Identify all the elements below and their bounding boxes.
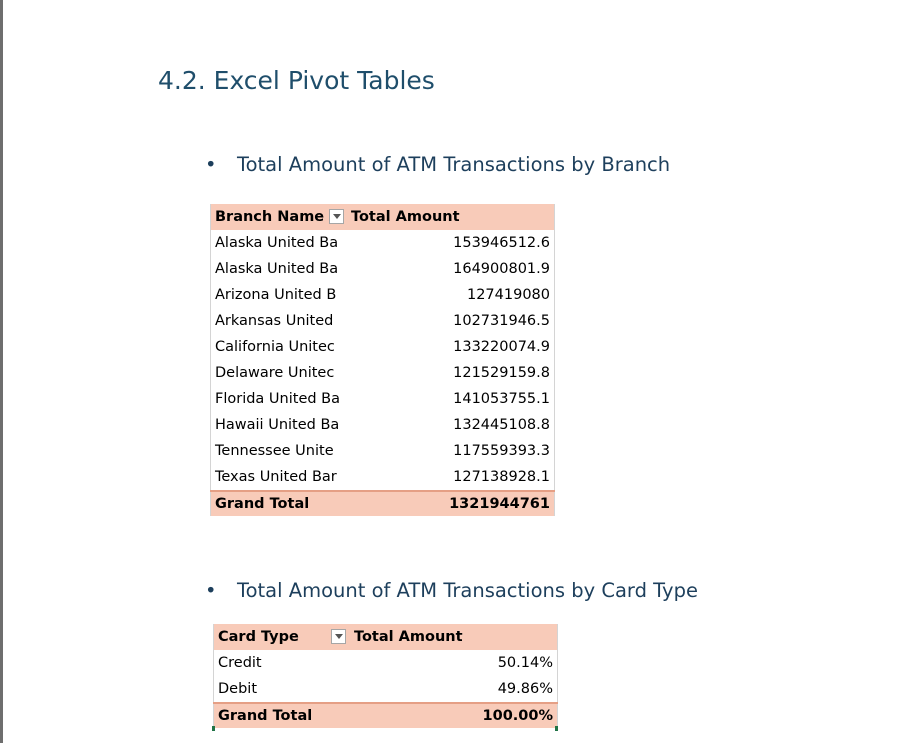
section-heading: 4.2. Excel Pivot Tables [158, 66, 435, 95]
filter-dropdown-icon[interactable] [331, 629, 346, 644]
branch-name-cell: Hawaii United Ba [210, 412, 348, 438]
grand-total-row: Grand Total 1321944761 [210, 490, 555, 516]
bullet-text: Total Amount of ATM Transactions by Card… [237, 579, 698, 602]
table-row: Debit 49.86% [213, 676, 558, 702]
amount-cell: 141053755.1 [348, 386, 555, 412]
table-row: Arkansas United 102731946.5 [210, 308, 555, 334]
table-row: Hawaii United Ba 132445108.8 [210, 412, 555, 438]
bullet-marker: • [205, 579, 217, 602]
table-row: Florida United Ba 141053755.1 [210, 386, 555, 412]
amount-cell: 102731946.5 [348, 308, 555, 334]
page-left-edge [0, 0, 3, 743]
table-row: Arizona United B 127419080 [210, 282, 555, 308]
bullet-marker: • [205, 153, 217, 176]
amount-cell: 133220074.9 [348, 334, 555, 360]
bullet-item-card-type: • Total Amount of ATM Transactions by Car… [205, 579, 698, 602]
percentage-cell: 49.86% [351, 676, 558, 702]
branch-name-cell: Tennessee Unite [210, 438, 348, 464]
table-row: Alaska United Ba 153946512.6 [210, 230, 555, 256]
table-row: Texas United Bar 127138928.1 [210, 464, 555, 490]
pivot-table-card-type: Card Type Total Amount Credit 50.14% Deb… [213, 624, 558, 728]
pivot-header-row: Branch Name Total Amount [210, 204, 555, 230]
amount-cell: 132445108.8 [348, 412, 555, 438]
card-type-cell: Credit [213, 650, 351, 676]
header-branch-name: Branch Name [210, 204, 348, 230]
branch-name-cell: Arizona United B [210, 282, 348, 308]
grand-total-label: Grand Total [210, 492, 348, 516]
table-row: Credit 50.14% [213, 650, 558, 676]
amount-cell: 127138928.1 [348, 464, 555, 490]
header-total-amount: Total Amount [351, 624, 558, 650]
table-row: Alaska United Ba 164900801.9 [210, 256, 555, 282]
branch-name-cell: Delaware Unitec [210, 360, 348, 386]
amount-cell: 153946512.6 [348, 230, 555, 256]
header-total-amount: Total Amount [348, 204, 555, 230]
branch-name-cell: Texas United Bar [210, 464, 348, 490]
grand-total-row: Grand Total 100.00% [213, 702, 558, 728]
selection-handle [555, 726, 558, 731]
grand-total-label: Grand Total [213, 704, 351, 728]
amount-cell: 164900801.9 [348, 256, 555, 282]
table-row: Tennessee Unite 117559393.3 [210, 438, 555, 464]
pivot-header-row: Card Type Total Amount [213, 624, 558, 650]
percentage-cell: 50.14% [351, 650, 558, 676]
branch-name-cell: Alaska United Ba [210, 256, 348, 282]
amount-cell: 127419080 [348, 282, 555, 308]
card-type-cell: Debit [213, 676, 351, 702]
table-row: California Unitec 133220074.9 [210, 334, 555, 360]
grand-total-value: 1321944761 [348, 492, 555, 516]
grand-total-value: 100.00% [351, 704, 558, 728]
branch-name-cell: California Unitec [210, 334, 348, 360]
filter-dropdown-icon[interactable] [329, 209, 344, 224]
bullet-text: Total Amount of ATM Transactions by Bran… [237, 153, 671, 176]
header-card-type: Card Type [213, 624, 351, 650]
amount-cell: 117559393.3 [348, 438, 555, 464]
branch-name-cell: Arkansas United [210, 308, 348, 334]
bullet-item-branch: • Total Amount of ATM Transactions by Bra… [205, 153, 670, 176]
amount-cell: 121529159.8 [348, 360, 555, 386]
selection-handle [212, 726, 215, 731]
table-row: Delaware Unitec 121529159.8 [210, 360, 555, 386]
branch-name-cell: Alaska United Ba [210, 230, 348, 256]
branch-name-cell: Florida United Ba [210, 386, 348, 412]
pivot-table-branch: Branch Name Total Amount Alaska United B… [210, 204, 555, 516]
